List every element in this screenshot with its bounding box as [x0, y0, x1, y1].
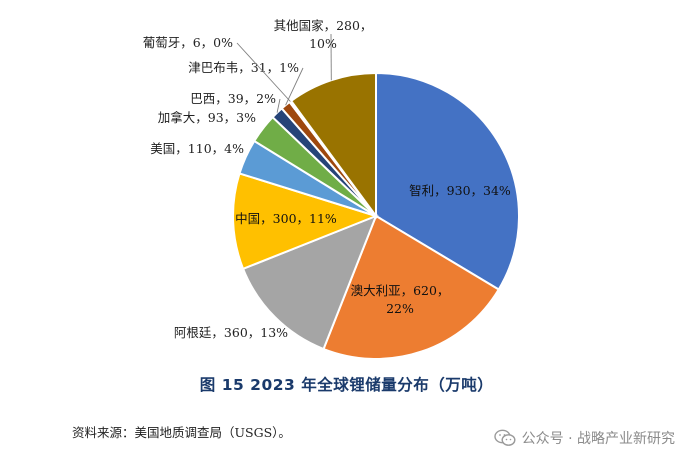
slice-label-line: 津巴布韦，31，1% [188, 60, 299, 75]
leader-line-6 [276, 98, 281, 113]
pie-slice-3 [232, 172, 379, 271]
slice-label-2: 阿根廷，360，13% [174, 325, 288, 340]
slice-label-line: 智利，930，34% [409, 183, 511, 198]
slice-label-line: 澳大利亚，620， [351, 283, 450, 298]
slice-label-line: 阿根廷，360，13% [174, 325, 288, 340]
slice-label-line: 中国，300，11% [235, 211, 337, 226]
slice-label-line: 巴西，39，2% [190, 91, 276, 106]
slice-label-3: 中国，300，11% [235, 211, 337, 226]
slice-label-line: 其他国家，280， [274, 18, 373, 33]
watermark-text: 公众号 · 战略产业新研究 [521, 431, 675, 447]
slice-label-line: 美国，110，4% [150, 141, 244, 156]
leader-line-8 [236, 42, 291, 102]
slice-label-1: 澳大利亚，620， 22% [351, 283, 450, 316]
pie-slice-0 [375, 71, 520, 291]
slice-label-9: 其他国家，280， 10% [274, 18, 373, 51]
watermark: 公众号 · 战略产业新研究 [493, 428, 675, 448]
slice-label-line: 葡萄牙，6，0% [143, 35, 233, 50]
pie-slice-2 [241, 214, 378, 351]
source-note: 资料来源：美国地质调查局（USGS）。 [72, 425, 291, 440]
pie-chart: 智利，930，34% 澳大利亚，620， 22% 阿根廷，360，13% 中国，300，… [143, 18, 520, 360]
pie-slice-1 [322, 214, 501, 360]
slice-label-8: 葡萄牙，6，0% [143, 35, 233, 50]
slice-label-line: 22% [386, 301, 414, 316]
slice-label-4: 美国，110，4% [150, 141, 244, 156]
wechat-icon [493, 429, 516, 446]
slice-label-line: 加拿大，93，3% [158, 110, 256, 125]
slice-label-7: 津巴布韦，31，1% [188, 60, 299, 75]
slice-label-line: 10% [309, 36, 337, 51]
slice-label-5: 加拿大，93，3% [158, 110, 256, 125]
slice-label-6: 巴西，39，2% [190, 91, 276, 106]
chart-title: 图 15 2023 年全球锂储量分布（万吨） [199, 376, 494, 394]
slice-label-0: 智利，930，34% [409, 183, 511, 198]
